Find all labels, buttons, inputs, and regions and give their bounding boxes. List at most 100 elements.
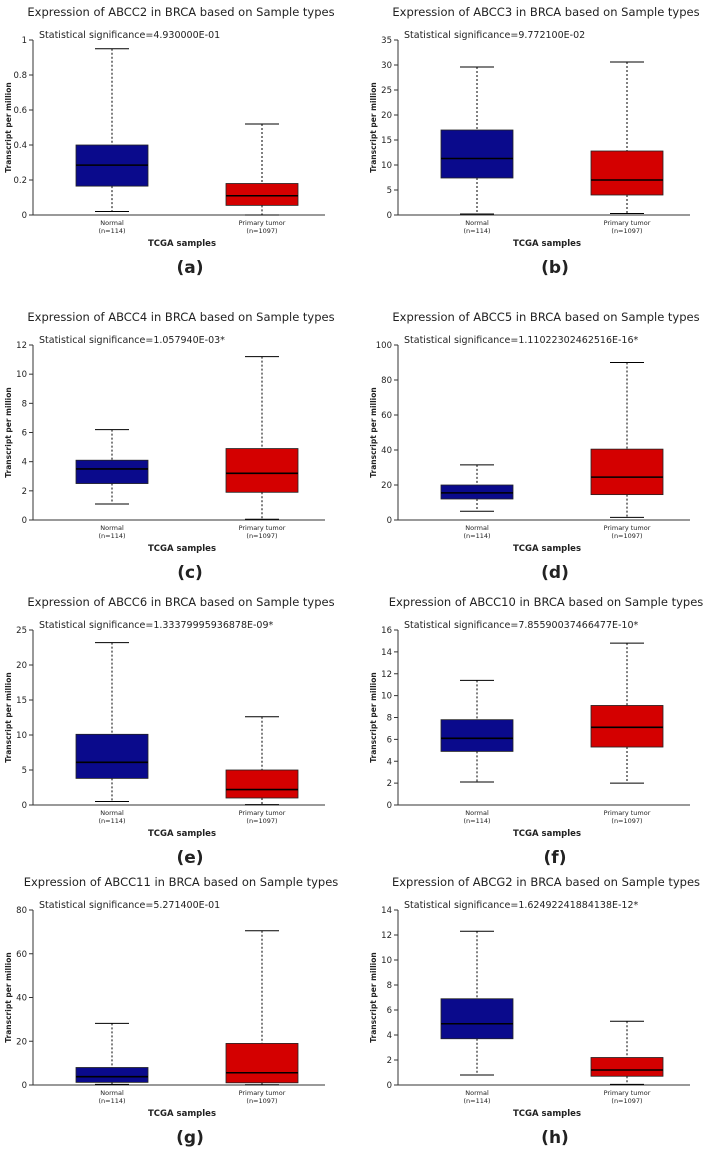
y-tick-label: 30 bbox=[381, 61, 392, 71]
y-tick-label: 0.8 bbox=[13, 71, 27, 81]
y-tick-label: 12 bbox=[16, 341, 27, 351]
x-tick-label: Normal bbox=[465, 219, 489, 227]
x-tick-label: Primary tumor bbox=[604, 1089, 651, 1097]
significance-text: Statistical significance=1.057940E-03* bbox=[39, 335, 225, 346]
panel-label: (g) bbox=[176, 1128, 204, 1148]
y-tick-label: 40 bbox=[381, 446, 392, 456]
panel-label: (d) bbox=[541, 563, 569, 583]
significance-text: Statistical significance=1.6249224188413… bbox=[404, 900, 639, 911]
x-tick-count: (n=1097) bbox=[246, 1097, 277, 1105]
y-tick-label: 0.4 bbox=[13, 141, 27, 151]
y-tick-label: 6 bbox=[387, 735, 392, 745]
y-tick-label: 100 bbox=[376, 341, 392, 351]
significance-text: Statistical significance=1.1102230246251… bbox=[404, 335, 639, 346]
y-tick-label: 0 bbox=[387, 211, 392, 221]
y-tick-label: 2 bbox=[387, 779, 392, 789]
box-normal bbox=[440, 484, 514, 500]
x-tick-label: Normal bbox=[465, 524, 489, 532]
y-tick-label: 35 bbox=[381, 36, 392, 46]
chart-title: Expression of ABCC5 in BRCA based on Sam… bbox=[392, 310, 699, 324]
y-tick-label: 0 bbox=[387, 1081, 392, 1091]
y-tick-label: 60 bbox=[16, 950, 27, 960]
y-tick-label: 0 bbox=[22, 211, 27, 221]
y-tick-label: 20 bbox=[16, 1037, 27, 1047]
y-tick-label: 1 bbox=[22, 36, 27, 46]
y-axis-label: Transcript per million bbox=[369, 672, 378, 763]
panel-label: (f) bbox=[544, 848, 567, 868]
y-axis-label: Transcript per million bbox=[4, 387, 13, 478]
panel-label: (b) bbox=[541, 258, 569, 278]
y-tick-label: 2 bbox=[387, 1056, 392, 1066]
x-tick-label: Normal bbox=[100, 1089, 124, 1097]
box-normal bbox=[75, 459, 149, 484]
chart-panel-e: Expression of ABCC6 in BRCA based on Sam… bbox=[4, 595, 335, 868]
chart-panel-b: Expression of ABCC3 in BRCA based on Sam… bbox=[369, 5, 700, 278]
panel-label: (h) bbox=[541, 1128, 569, 1148]
box-primary-tumor bbox=[590, 448, 664, 496]
significance-text: Statistical significance=5.271400E-01 bbox=[39, 900, 220, 911]
significance-text: Statistical significance=9.772100E-02 bbox=[404, 30, 585, 41]
y-tick-label: 40 bbox=[16, 994, 27, 1004]
y-axis-label: Transcript per million bbox=[4, 82, 13, 173]
x-tick-count: (n=114) bbox=[98, 532, 125, 540]
y-tick-label: 5 bbox=[22, 766, 27, 776]
x-tick-label: Primary tumor bbox=[604, 809, 651, 817]
x-tick-count: (n=114) bbox=[463, 532, 490, 540]
x-tick-label: Normal bbox=[100, 524, 124, 532]
significance-text: Statistical significance=1.3337999593687… bbox=[39, 620, 274, 631]
x-axis-label: TCGA samples bbox=[148, 239, 216, 249]
y-tick-label: 2 bbox=[22, 487, 27, 497]
x-tick-label: Primary tumor bbox=[239, 524, 286, 532]
y-axis-label: Transcript per million bbox=[369, 387, 378, 478]
chart-panel-h: Expression of ABCG2 in BRCA based on Sam… bbox=[369, 875, 700, 1148]
y-tick-label: 0 bbox=[22, 516, 27, 526]
significance-text: Statistical significance=7.8559003746647… bbox=[404, 620, 639, 631]
chart-panel-d: Expression of ABCC5 in BRCA based on Sam… bbox=[369, 310, 700, 583]
y-tick-label: 0 bbox=[22, 1081, 27, 1091]
box-primary-tumor bbox=[225, 1043, 299, 1084]
chart-panel-f: Expression of ABCC10 in BRCA based on Sa… bbox=[369, 595, 703, 868]
x-axis-label: TCGA samples bbox=[513, 239, 581, 249]
x-tick-label: Normal bbox=[100, 809, 124, 817]
chart-title: Expression of ABCC11 in BRCA based on Sa… bbox=[24, 875, 339, 889]
y-tick-label: 10 bbox=[16, 370, 27, 380]
x-tick-label: Normal bbox=[100, 219, 124, 227]
x-tick-count: (n=114) bbox=[98, 227, 125, 235]
x-tick-label: Primary tumor bbox=[239, 1089, 286, 1097]
box-primary-tumor bbox=[590, 150, 664, 196]
y-tick-label: 25 bbox=[16, 626, 27, 636]
x-tick-count: (n=1097) bbox=[611, 227, 642, 235]
y-tick-label: 6 bbox=[22, 429, 27, 439]
x-tick-label: Normal bbox=[465, 1089, 489, 1097]
y-tick-label: 0.6 bbox=[13, 106, 27, 116]
box-primary-tumor bbox=[590, 1057, 664, 1077]
y-tick-label: 0.2 bbox=[13, 176, 27, 186]
x-tick-count: (n=1097) bbox=[246, 227, 277, 235]
y-axis-label: Transcript per million bbox=[4, 672, 13, 763]
y-tick-label: 10 bbox=[16, 731, 27, 741]
y-tick-label: 6 bbox=[387, 1006, 392, 1016]
chart-title: Expression of ABCC6 in BRCA based on Sam… bbox=[27, 595, 334, 609]
x-axis-label: TCGA samples bbox=[148, 1109, 216, 1119]
y-tick-label: 0 bbox=[22, 801, 27, 811]
y-tick-label: 15 bbox=[16, 696, 27, 706]
box-primary-tumor bbox=[225, 448, 299, 493]
box-primary-tumor bbox=[590, 705, 664, 748]
box-primary-tumor bbox=[225, 769, 299, 799]
y-tick-label: 5 bbox=[387, 186, 392, 196]
y-tick-label: 10 bbox=[381, 692, 392, 702]
box-normal bbox=[75, 733, 149, 779]
box-primary-tumor bbox=[225, 183, 299, 206]
y-tick-label: 4 bbox=[22, 458, 27, 468]
x-tick-count: (n=1097) bbox=[246, 532, 277, 540]
box-normal bbox=[75, 1067, 149, 1083]
y-tick-label: 80 bbox=[381, 376, 392, 386]
chart-panel-g: Expression of ABCC11 in BRCA based on Sa… bbox=[4, 875, 338, 1148]
y-tick-label: 8 bbox=[22, 399, 27, 409]
panel-label: (c) bbox=[177, 563, 203, 583]
box-normal bbox=[440, 998, 514, 1040]
y-tick-label: 12 bbox=[381, 670, 392, 680]
x-tick-count: (n=1097) bbox=[611, 532, 642, 540]
y-tick-label: 10 bbox=[381, 956, 392, 966]
x-tick-count: (n=114) bbox=[98, 817, 125, 825]
